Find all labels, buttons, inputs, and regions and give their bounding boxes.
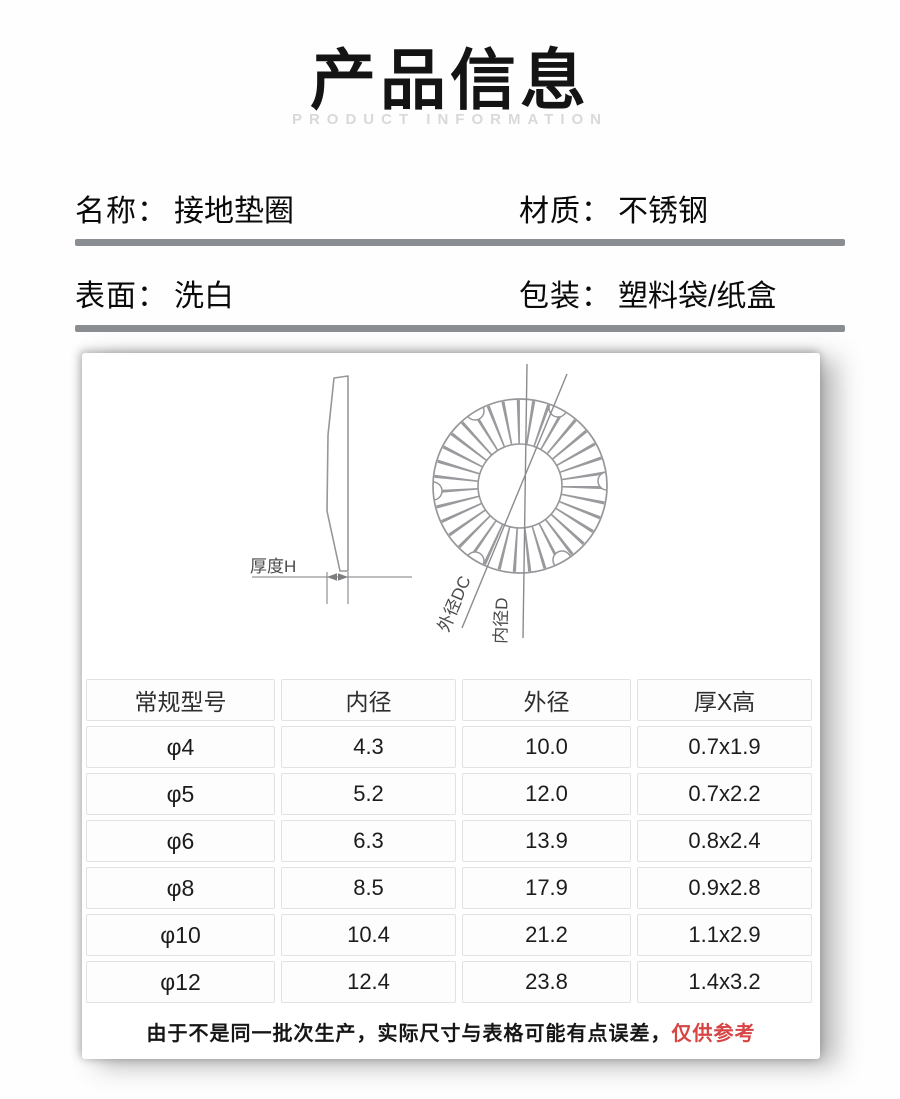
- table-cell: 0.8x2.4: [637, 820, 812, 862]
- table-cell: 0.7x1.9: [637, 726, 812, 768]
- spec-material-label: 材质：: [519, 195, 612, 228]
- table-cell: 1.4x3.2: [637, 961, 812, 1003]
- spec-packing-label: 包装：: [519, 280, 612, 313]
- col-header-inner: 内径: [281, 679, 456, 721]
- disclaimer-highlight: 仅供参考: [671, 1023, 756, 1045]
- table-cell: 4.3: [281, 726, 456, 768]
- size-table: 常规型号 内径 外径 厚X高 φ4 4.3 10.0 0.7x1.9 φ5 5.…: [86, 679, 816, 1003]
- col-header-outer: 外径: [462, 679, 631, 721]
- table-cell: φ4: [86, 726, 275, 768]
- disclaimer-note: 由于不是同一批次生产，实际尺寸与表格可能有点误差，仅供参考: [82, 1017, 820, 1046]
- table-cell: φ12: [86, 961, 275, 1003]
- spec-surface: 表面： 洗白: [75, 271, 234, 315]
- table-cell: 10.0: [462, 726, 631, 768]
- spec-material-value: 不锈钢: [618, 195, 708, 228]
- col-header-thickness: 厚X高: [637, 679, 812, 721]
- divider-line-2: [75, 325, 845, 332]
- table-cell: 0.9x2.8: [637, 867, 812, 909]
- table-cell: φ6: [86, 820, 275, 862]
- washer-diagram: 厚度H 外径DC 内径D: [250, 363, 608, 644]
- divider-line-1: [75, 239, 845, 246]
- header: 产品信息 PRODUCT INFORMATION: [0, 36, 900, 128]
- spec-surface-value: 洗白: [174, 280, 234, 313]
- table-cell: 23.8: [462, 961, 631, 1003]
- top-view-washer: 外径DC 内径D: [432, 363, 608, 644]
- thickness-label: 厚度H: [250, 557, 296, 576]
- table-cell: φ10: [86, 914, 275, 956]
- spec-packing: 包装： 塑料袋/纸盒: [519, 271, 776, 315]
- outer-diameter-label: 外径DC: [434, 573, 474, 634]
- page-subtitle: PRODUCT INFORMATION: [291, 111, 609, 129]
- spec-name-label: 名称：: [75, 195, 168, 228]
- table-cell: 8.5: [281, 867, 456, 909]
- table-cell: φ8: [86, 867, 275, 909]
- spec-name: 名称： 接地垫圈: [75, 186, 294, 230]
- product-image: 厚度H 外径DC 内径D: [82, 353, 820, 1059]
- table-cell: φ5: [86, 773, 275, 815]
- page-title: 产品信息: [310, 43, 590, 117]
- side-view-profile: 厚度H: [250, 375, 412, 604]
- spec-surface-label: 表面：: [75, 280, 168, 313]
- table-cell: 1.1x2.9: [637, 914, 812, 956]
- table-cell: 12.0: [462, 773, 631, 815]
- table-cell: 10.4: [281, 914, 456, 956]
- disclaimer-text: 由于不是同一批次生产，实际尺寸与表格可能有点误差，: [146, 1023, 672, 1045]
- table-cell: 17.9: [462, 867, 631, 909]
- spec-material: 材质： 不锈钢: [519, 186, 708, 230]
- table-cell: 13.9: [462, 820, 631, 862]
- table-cell: 21.2: [462, 914, 631, 956]
- spec-name-value: 接地垫圈: [174, 195, 294, 228]
- spec-packing-value: 塑料袋/纸盒: [618, 280, 777, 313]
- inner-diameter-label: 内径D: [491, 597, 512, 644]
- table-cell: 6.3: [281, 820, 456, 862]
- table-cell: 5.2: [281, 773, 456, 815]
- table-cell: 12.4: [281, 961, 456, 1003]
- table-cell: 0.7x2.2: [637, 773, 812, 815]
- col-header-model: 常规型号: [86, 679, 275, 721]
